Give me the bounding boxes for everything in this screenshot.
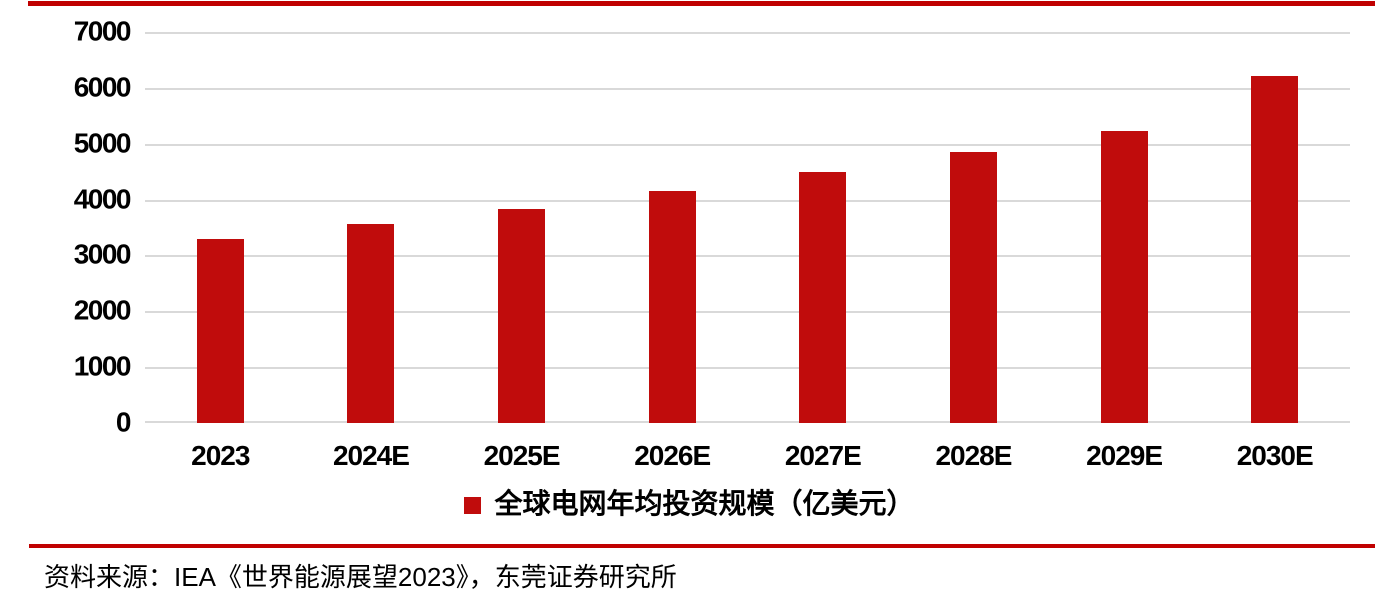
plot-area (145, 32, 1350, 423)
x-tick-label-2024E: 2024E (332, 440, 410, 471)
x-tick-label-2023: 2023 (191, 440, 250, 471)
bar-2026E (648, 191, 696, 423)
y-tick-label-2000: 2000 (73, 294, 132, 326)
gridline-6000 (145, 87, 1350, 90)
y-tick-label-1000: 1000 (73, 350, 132, 382)
bar-2027E (799, 172, 847, 423)
gridline-3000 (145, 255, 1350, 258)
bottom-accent-line (29, 544, 1375, 548)
legend: 全球电网年均投资规模（亿美元） (0, 488, 1379, 520)
y-tick-label-5000: 5000 (73, 127, 132, 159)
gridline-4000 (145, 199, 1350, 202)
top-accent-line (28, 1, 1375, 6)
source-note: 资料来源：IEA《世界能源展望2023》，东莞证券研究所 (44, 562, 677, 592)
bar-2028E (949, 152, 997, 423)
y-tick-label-6000: 6000 (73, 71, 132, 103)
y-tick-label-7000: 7000 (73, 15, 132, 47)
bar-2024E (347, 224, 395, 423)
gridline-2000 (145, 311, 1350, 314)
gridline-5000 (145, 143, 1350, 146)
x-tick-label-2029E: 2029E (1086, 440, 1163, 471)
y-axis: 0 1000 2000 3000 4000 5000 6000 7000 (0, 17, 132, 436)
y-tick-label-4000: 4000 (73, 183, 132, 215)
x-tick-label-2026E: 2026E (634, 440, 711, 471)
x-tick-label-2027E: 2027E (784, 440, 862, 471)
x-tick-label-2028E: 2028E (935, 440, 1012, 471)
y-tick-label-0: 0 (115, 406, 132, 438)
bar-2030E (1251, 76, 1299, 423)
bar-2025E (498, 208, 546, 423)
gridline-1000 (145, 367, 1350, 370)
y-tick-label-3000: 3000 (73, 238, 132, 270)
x-tick-label-2025E: 2025E (483, 440, 561, 471)
gridline-7000 (145, 32, 1350, 34)
gridline-0 (145, 421, 1350, 423)
bar-2023 (196, 238, 244, 423)
x-tick-label-2030E: 2030E (1236, 440, 1314, 471)
bar-2029E (1100, 130, 1148, 423)
legend-label: 全球电网年均投资规模（亿美元） (494, 488, 915, 519)
x-axis: 2023 2024E 2025E 2026E 2027E 2028E 2029E 2030E (145, 442, 1350, 474)
legend-marker-icon (464, 496, 482, 514)
